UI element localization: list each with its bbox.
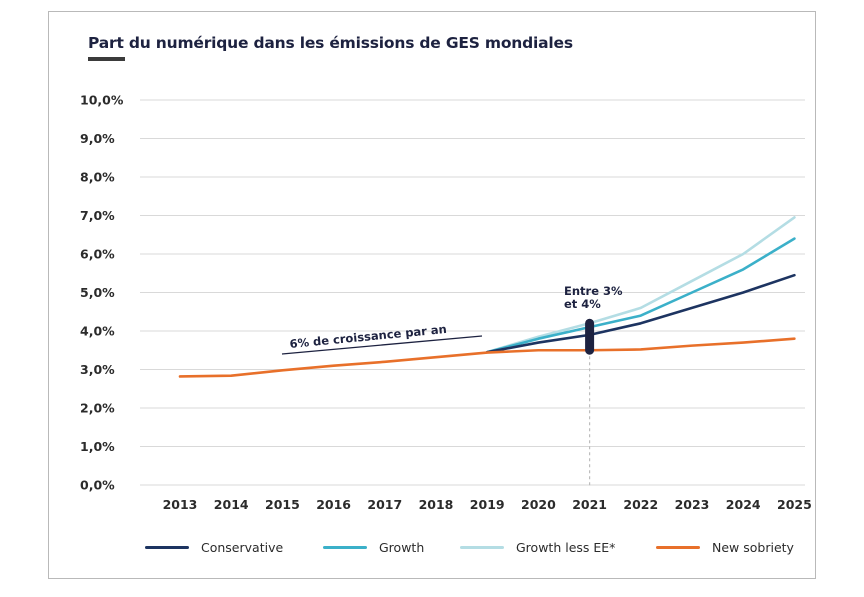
legend-item: Growth less EE* (460, 540, 615, 555)
x-tick-label: 2019 (470, 497, 505, 512)
y-tick-label: 5,0% (80, 285, 115, 300)
chart-title: Part du numérique dans les émissions de … (88, 34, 573, 52)
x-tick-label: 2021 (572, 497, 607, 512)
y-tick-label: 9,0% (80, 131, 115, 146)
x-tick-label: 2020 (521, 497, 556, 512)
x-tick-label: 2018 (419, 497, 454, 512)
range-annotation-line: et 4% (564, 297, 601, 311)
legend-item: New sobriety (656, 540, 794, 555)
x-tick-label: 2014 (214, 497, 249, 512)
legend-label: Conservative (201, 540, 284, 555)
series-line-conservative (485, 273, 796, 354)
x-tick-label: 2022 (623, 497, 658, 512)
trend-line (281, 335, 483, 355)
y-tick-label: 4,0% (80, 324, 115, 339)
legend-item: Conservative (145, 540, 283, 555)
y-tick-label: 7,0% (80, 208, 115, 223)
legend-swatch (323, 546, 367, 549)
legend-item: Growth (323, 540, 424, 555)
y-tick-label: 8,0% (80, 170, 115, 185)
series-line-growth (485, 237, 796, 354)
series-line-new-sobriety (178, 337, 796, 378)
y-tick-label: 10,0% (80, 93, 124, 108)
chart-area: 0,0% 1,0% 2,0% 3,0% 4,0% 5,0% 6,0% 7,0% 8,0% 9,0%… (80, 93, 812, 513)
legend-label: Growth (379, 540, 425, 555)
legend-label: Growth less EE* (516, 540, 616, 555)
range-annotation-line: Entre 3% (564, 284, 623, 298)
legend-label: New sobriety (712, 540, 794, 555)
y-tick-label: 6,0% (80, 247, 115, 262)
y-tick-label: 3,0% (80, 362, 115, 377)
legend-swatch (460, 546, 504, 549)
y-tick-label: 1,0% (80, 439, 115, 454)
x-tick-label: 2015 (265, 497, 300, 512)
x-tick-label: 2017 (367, 497, 402, 512)
series-line-growth-less-ee (485, 216, 796, 354)
x-tick-label: 2016 (316, 497, 351, 512)
x-tick-label: 2013 (163, 497, 198, 512)
y-tick-label: 0,0% (80, 478, 115, 493)
x-tick-label: 2023 (675, 497, 710, 512)
x-tick-label: 2025 (777, 497, 812, 512)
legend: Conservative Growth Growth less EE* New sob… (0, 540, 864, 560)
legend-swatch (145, 546, 189, 549)
x-tick-label: 2024 (726, 497, 761, 512)
title-underline (88, 57, 125, 61)
y-tick-label: 2,0% (80, 401, 115, 416)
legend-swatch (656, 546, 700, 549)
